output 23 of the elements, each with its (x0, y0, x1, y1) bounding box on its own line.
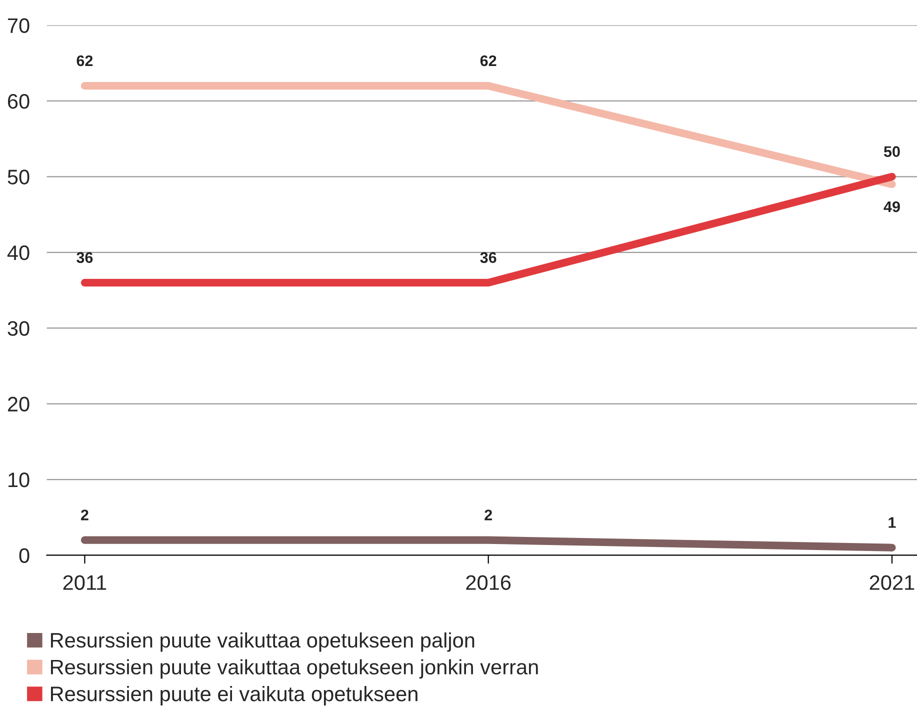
y-tick-label: 30 (8, 321, 30, 336)
data-label: 2 (80, 510, 88, 520)
y-tick-label: 20 (8, 396, 30, 412)
y-tick-label: 40 (7, 245, 30, 260)
legend-label: Resurssien puute vaikuttaa opetukseen paljon (50, 632, 474, 652)
data-label: 1 (888, 517, 896, 528)
x-tick-label: 2011 (63, 575, 106, 590)
data-label: 36 (76, 252, 93, 264)
x-tick-label: 2021 (870, 575, 914, 590)
data-label: 50 (884, 146, 900, 157)
legend-label: Resurssien puute ei vaikuta opetukseen (50, 686, 418, 706)
y-tick-label: 0 (19, 548, 30, 563)
y-tick-label: 50 (8, 170, 30, 184)
data-label: 36 (480, 252, 496, 264)
data-label: 49 (884, 201, 900, 212)
y-tick-label: 70 (8, 18, 30, 34)
data-label: 62 (76, 55, 93, 66)
legend-label: Resurssien puute vaikuttaa opetukseen jonkin verran (50, 659, 538, 679)
y-tick-label: 10 (8, 472, 30, 488)
x-tick-label: 2016 (466, 575, 511, 590)
y-tick-label: 60 (8, 94, 30, 109)
data-label: 2 (484, 510, 492, 520)
data-label: 62 (480, 55, 496, 66)
